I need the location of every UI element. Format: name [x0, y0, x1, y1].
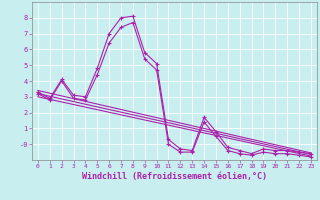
X-axis label: Windchill (Refroidissement éolien,°C): Windchill (Refroidissement éolien,°C) [82, 172, 267, 181]
